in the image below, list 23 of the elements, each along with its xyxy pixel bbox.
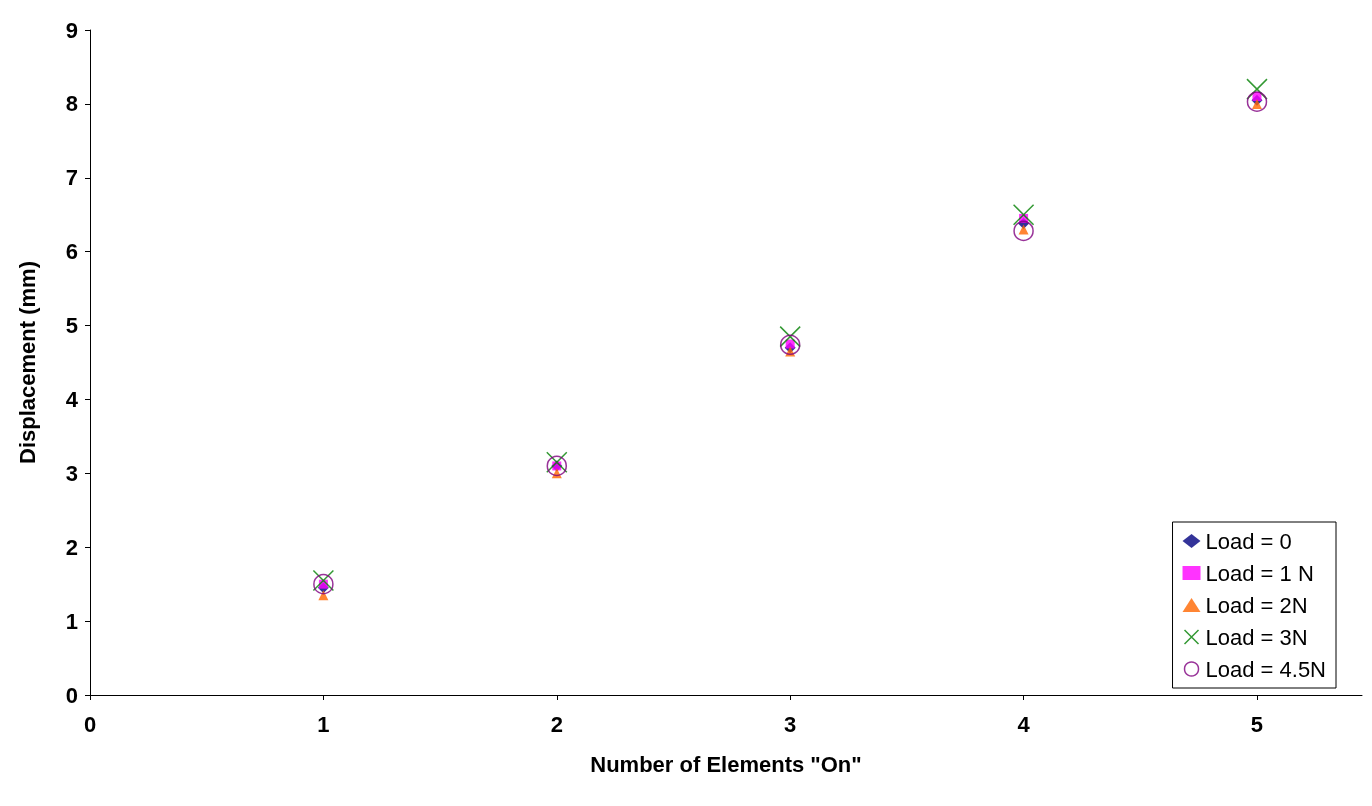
y-tick-label: 4 [65, 386, 79, 412]
y-tick-label: 2 [65, 534, 78, 560]
x-tick-label: 3 [784, 711, 797, 737]
y-tick-label: 1 [65, 608, 78, 634]
y-tick-label: 3 [65, 460, 78, 486]
y-tick-label: 0 [65, 682, 78, 708]
x-tick-label: 1 [317, 711, 330, 737]
y-tick-label: 9 [65, 17, 78, 43]
x-tick-label: 4 [1017, 711, 1031, 737]
y-tick-label: 7 [65, 165, 78, 191]
y-tick-label: 8 [65, 91, 78, 117]
legend-label: Load = 2N [1205, 592, 1308, 618]
x-tick-label: 5 [1250, 711, 1264, 737]
legend-label: Load = 3N [1205, 624, 1308, 650]
legend-label: Load = 0 [1205, 528, 1292, 554]
y-axis-title: Displacement (mm) [14, 261, 40, 464]
legend-label: Load = 1 N [1205, 560, 1314, 586]
y-tick-label: 5 [65, 313, 78, 339]
y-tick-label: 6 [65, 239, 78, 265]
legend-label: Load = 4.5N [1205, 656, 1326, 682]
x-tick-label: 0 [83, 711, 97, 737]
x-tick-label: 2 [550, 711, 563, 737]
x-axis-title: Number of Elements "On" [590, 751, 862, 777]
